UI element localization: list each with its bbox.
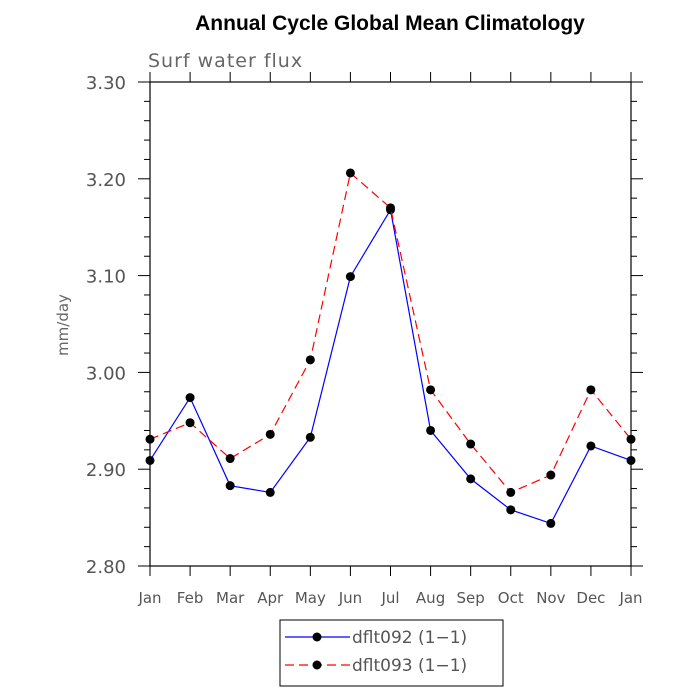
- legend-marker: [312, 660, 322, 670]
- x-tick-label: Dec: [576, 589, 605, 607]
- x-tick-label: Nov: [536, 589, 565, 607]
- plot-frame: [149, 81, 632, 567]
- data-point: [506, 487, 516, 497]
- data-point: [626, 434, 636, 444]
- data-point: [506, 505, 516, 515]
- data-point: [345, 272, 355, 282]
- data-point: [225, 454, 235, 464]
- series-layer: [145, 168, 636, 528]
- data-point: [426, 385, 436, 395]
- data-point: [265, 429, 275, 439]
- legend-label: dflt092 (1−1): [352, 628, 467, 648]
- legend: dflt092 (1−1) dflt093 (1−1): [279, 619, 504, 687]
- x-tick-labels: Jan Feb Mar Apr May Jun Jul Aug Sep Oct Nov Dec Jan: [137, 589, 642, 607]
- x-tick-label: Jan: [137, 589, 161, 607]
- data-point: [305, 432, 315, 442]
- x-tick-label: Jul: [380, 589, 399, 607]
- legend-marker: [312, 632, 322, 642]
- data-point: [345, 168, 355, 178]
- y-tick-label: 3.10: [86, 267, 126, 288]
- data-point: [466, 439, 476, 449]
- y-tick-label: 3.00: [86, 363, 126, 384]
- data-point: [305, 355, 315, 365]
- legend-items: dflt092 (1−1) dflt093 (1−1): [285, 628, 467, 676]
- data-point: [225, 481, 235, 491]
- x-tick-label: Jan: [618, 589, 642, 607]
- legend-box: [279, 619, 504, 687]
- series-line: [149, 208, 632, 525]
- data-point: [386, 203, 395, 213]
- x-tick-label: Feb: [177, 589, 204, 607]
- axis-ticks: [138, 72, 643, 576]
- data-point: [265, 487, 275, 497]
- data-point: [185, 418, 195, 428]
- data-point: [546, 518, 556, 528]
- x-tick-label: Jun: [338, 589, 362, 607]
- x-tick-label: May: [295, 589, 326, 607]
- data-point: [426, 425, 436, 435]
- y-tick-label: 3.30: [86, 73, 126, 94]
- series-line: [149, 171, 632, 494]
- data-point: [586, 441, 596, 451]
- data-point: [466, 474, 476, 484]
- y-tick-label: 2.80: [86, 557, 126, 578]
- x-tick-label: Apr: [257, 589, 284, 607]
- x-tick-label: Sep: [457, 589, 485, 607]
- data-point: [546, 470, 556, 480]
- x-tick-label: Aug: [416, 589, 445, 607]
- y-tick-labels: 2.80 2.90 3.00 3.10 3.20 3.30: [86, 73, 126, 578]
- data-point: [145, 434, 155, 444]
- data-point: [626, 455, 636, 465]
- chart-subtitle: Surf water flux: [148, 50, 303, 72]
- chart-title: Annual Cycle Global Mean Climatology: [195, 12, 585, 35]
- data-point: [185, 393, 195, 403]
- data-point: [145, 455, 155, 465]
- data-point: [586, 385, 596, 395]
- x-tick-label: Mar: [216, 589, 245, 607]
- legend-label: dflt093 (1−1): [352, 656, 467, 676]
- y-tick-label: 2.90: [86, 460, 126, 481]
- y-axis-label: mm/day: [54, 294, 72, 356]
- y-tick-label: 3.20: [86, 170, 126, 191]
- x-tick-label: Oct: [498, 589, 524, 607]
